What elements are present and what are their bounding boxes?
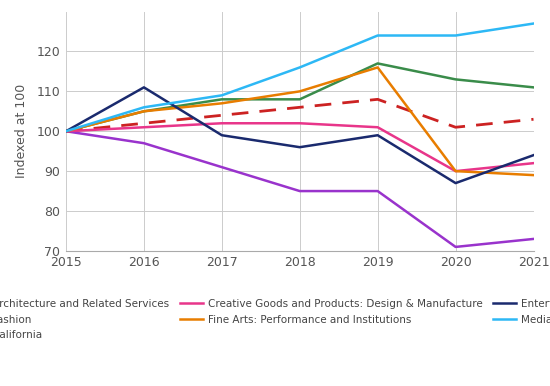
Legend: Architecture and Related Services, Fashion, California, Creative Goods and Produ: Architecture and Related Services, Fashi… <box>0 299 550 340</box>
Y-axis label: Indexed at 100: Indexed at 100 <box>15 84 28 178</box>
